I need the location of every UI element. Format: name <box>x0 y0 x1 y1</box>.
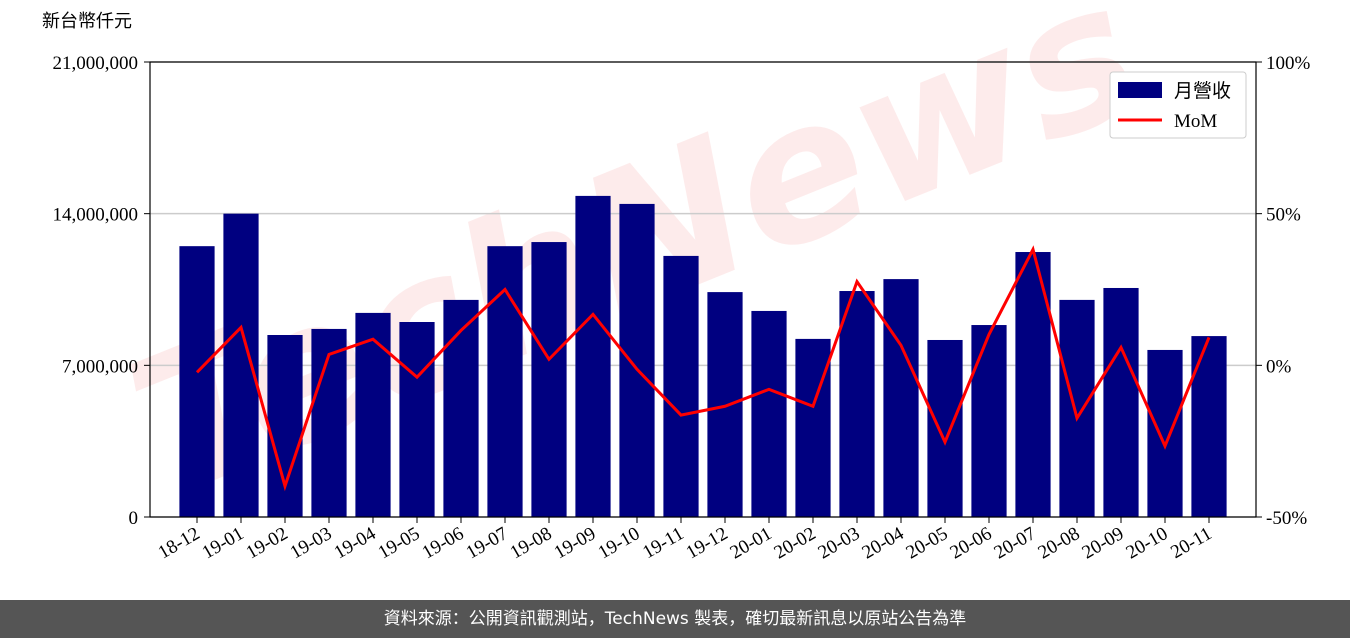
bar <box>663 255 699 517</box>
y-tick-label: 21,000,000 <box>53 53 139 74</box>
x-tick-label: 20-09 <box>1079 523 1128 563</box>
bar <box>751 310 787 517</box>
bar <box>179 246 215 517</box>
x-tick-label: 20-04 <box>859 523 908 564</box>
y2-tick-label: 50% <box>1266 205 1301 226</box>
bar <box>1191 336 1227 517</box>
legend-swatch <box>1118 82 1162 98</box>
y-tick-label: 0 <box>129 508 139 529</box>
y2-tick-label: 100% <box>1266 53 1311 74</box>
x-tick-label: 19-08 <box>507 523 556 563</box>
bar <box>531 242 567 518</box>
bar <box>1103 287 1139 517</box>
x-tick-label: 19-12 <box>683 523 732 563</box>
bar <box>399 322 435 517</box>
x-tick-label: 19-10 <box>595 523 644 563</box>
x-tick-label: 20-10 <box>1123 523 1172 563</box>
bar <box>839 291 875 517</box>
x-tick-label: 20-08 <box>1035 523 1084 563</box>
x-tick-label: 19-11 <box>639 523 687 563</box>
y-axis-label: 新台幣仟元 <box>42 11 132 32</box>
x-tick-label: 19-05 <box>375 523 424 563</box>
x-tick-label: 20-07 <box>991 523 1040 563</box>
x-tick-label: 19-03 <box>287 523 336 563</box>
bar <box>1059 299 1095 517</box>
x-tick-label: 19-09 <box>551 523 600 563</box>
bar <box>883 279 919 517</box>
x-tick-label: 20-06 <box>947 523 996 563</box>
bar <box>487 246 523 517</box>
bar <box>223 213 259 517</box>
plot-frame <box>149 61 1257 518</box>
bar <box>619 203 655 517</box>
x-tick-label: 19-02 <box>243 523 292 563</box>
line <box>195 245 1211 492</box>
bar <box>575 195 611 517</box>
bar <box>355 312 391 517</box>
x-tick-label: 20-02 <box>771 523 820 563</box>
bar <box>1147 349 1183 517</box>
y-tick-label: 7,000,000 <box>62 356 138 377</box>
y2-tick-label: -50% <box>1266 508 1307 529</box>
legend-label: 月營收 <box>1174 80 1231 102</box>
bar <box>443 299 479 517</box>
x-tick-label: 20-03 <box>815 523 864 563</box>
x-tick-label: 19-06 <box>419 523 468 563</box>
bar <box>311 328 347 517</box>
y2-tick-label: 0% <box>1266 356 1292 377</box>
x-tick-label: 20-05 <box>903 523 952 563</box>
bar <box>971 325 1007 517</box>
x-tick-label: 19-04 <box>331 523 380 564</box>
y-tick-label: 14,000,000 <box>53 205 139 226</box>
bar <box>707 292 743 517</box>
footer: 資料來源：公開資訊觀測站，TechNews 製表，確切最新訊息以原站公告為準 <box>0 600 1350 638</box>
chart: TechNews 新台幣仟元 07,000,00014,000,00021,00… <box>42 0 1311 564</box>
bar <box>927 339 963 517</box>
x-tick-label: 20-01 <box>727 523 776 563</box>
x-tick-label: 18-12 <box>155 523 204 563</box>
x-tick-label: 20-11 <box>1167 523 1215 563</box>
x-tick-label: 19-07 <box>463 523 512 563</box>
legend-label: MoM <box>1174 111 1217 132</box>
bar <box>795 338 831 517</box>
